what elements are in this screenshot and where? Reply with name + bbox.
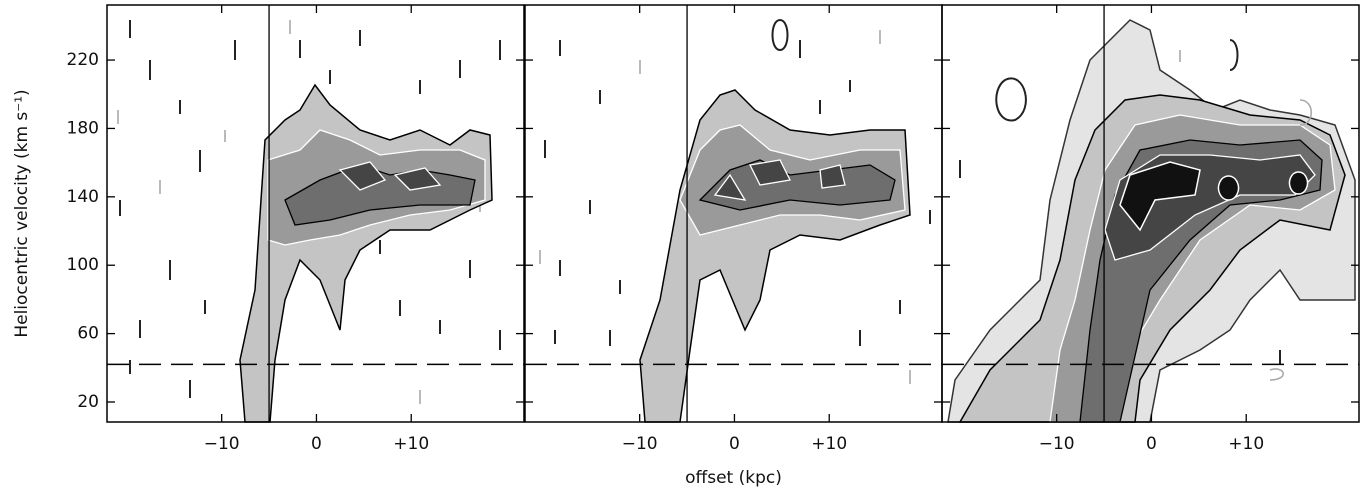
x-tick-label: −10	[204, 434, 240, 454]
y-axis-label: Heliocentric velocity (km s⁻¹)	[12, 89, 32, 337]
contours-panel-2	[539, 19, 931, 423]
x-tick-label: +10	[393, 434, 429, 454]
y-tick-label: 100	[67, 255, 99, 275]
contours-panel-3	[947, 19, 1356, 423]
y-tick-label: 140	[67, 187, 99, 207]
panel-frame	[941, 4, 1360, 423]
contours-panel-1	[117, 20, 501, 423]
y-tick-label: 180	[67, 118, 99, 138]
panel-frame	[106, 4, 525, 423]
x-tick-label: +10	[1228, 434, 1264, 454]
x-tick-label: 0	[311, 434, 322, 454]
x-tick-label: +10	[811, 434, 847, 454]
x-tick-label: −10	[1039, 434, 1075, 454]
x-tick-label: 0	[1146, 434, 1157, 454]
y-tick-label: 60	[77, 324, 99, 344]
x-tick-label: 0	[729, 434, 740, 454]
y-tick-label: 20	[77, 392, 99, 412]
x-tick-label: −10	[622, 434, 658, 454]
x-axis-label: offset (kpc)	[685, 468, 782, 488]
y-tick-label: 220	[67, 50, 99, 70]
